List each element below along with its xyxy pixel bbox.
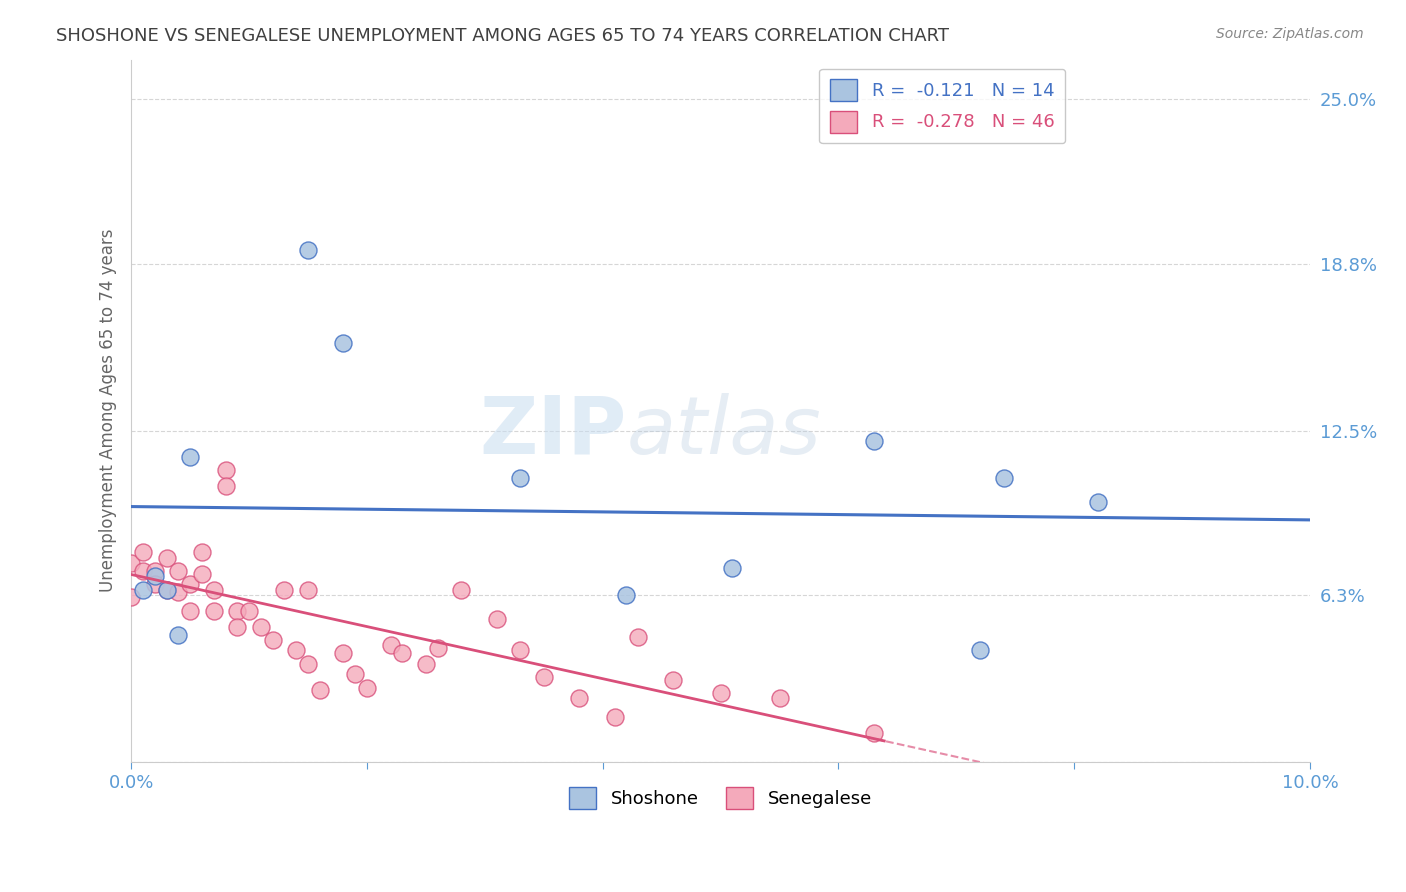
Point bbox=[415, 657, 437, 671]
Point bbox=[485, 612, 508, 626]
Point bbox=[120, 556, 142, 570]
Point bbox=[297, 244, 319, 258]
Y-axis label: Unemployment Among Ages 65 to 74 years: Unemployment Among Ages 65 to 74 years bbox=[100, 229, 117, 592]
Point bbox=[226, 620, 249, 634]
Point bbox=[155, 582, 177, 597]
Point bbox=[356, 681, 378, 695]
Point bbox=[143, 564, 166, 578]
Point bbox=[863, 725, 886, 739]
Point bbox=[344, 667, 367, 681]
Point bbox=[614, 588, 637, 602]
Point bbox=[202, 604, 225, 618]
Point bbox=[380, 638, 402, 652]
Text: Source: ZipAtlas.com: Source: ZipAtlas.com bbox=[1216, 27, 1364, 41]
Point bbox=[132, 545, 155, 559]
Point bbox=[191, 545, 214, 559]
Point bbox=[863, 434, 886, 449]
Point bbox=[391, 646, 413, 660]
Point bbox=[179, 450, 201, 464]
Point bbox=[132, 564, 155, 578]
Point bbox=[568, 691, 591, 706]
Point bbox=[120, 591, 142, 605]
Point bbox=[143, 569, 166, 583]
Point bbox=[509, 643, 531, 657]
Text: atlas: atlas bbox=[626, 392, 821, 471]
Point bbox=[238, 604, 260, 618]
Point bbox=[214, 479, 236, 493]
Point bbox=[214, 463, 236, 477]
Point bbox=[155, 582, 177, 597]
Point bbox=[450, 582, 472, 597]
Point bbox=[167, 564, 190, 578]
Point bbox=[262, 632, 284, 647]
Point bbox=[285, 643, 308, 657]
Point bbox=[179, 577, 201, 591]
Text: SHOSHONE VS SENEGALESE UNEMPLOYMENT AMONG AGES 65 TO 74 YEARS CORRELATION CHART: SHOSHONE VS SENEGALESE UNEMPLOYMENT AMON… bbox=[56, 27, 949, 45]
Point bbox=[721, 561, 744, 575]
Point bbox=[332, 336, 354, 351]
Point bbox=[191, 566, 214, 581]
Point bbox=[1087, 495, 1109, 509]
Point bbox=[426, 640, 449, 655]
Point bbox=[167, 627, 190, 641]
Point bbox=[533, 670, 555, 684]
Point bbox=[179, 604, 201, 618]
Legend: Shoshone, Senegalese: Shoshone, Senegalese bbox=[562, 780, 879, 816]
Point bbox=[627, 630, 650, 644]
Point bbox=[155, 550, 177, 565]
Point bbox=[250, 620, 273, 634]
Point bbox=[603, 710, 626, 724]
Point bbox=[710, 686, 733, 700]
Point bbox=[509, 471, 531, 485]
Point bbox=[969, 643, 991, 657]
Point bbox=[202, 582, 225, 597]
Text: ZIP: ZIP bbox=[479, 392, 626, 471]
Point bbox=[297, 582, 319, 597]
Point bbox=[993, 471, 1015, 485]
Point bbox=[143, 577, 166, 591]
Point bbox=[297, 657, 319, 671]
Point bbox=[768, 691, 790, 706]
Point bbox=[132, 582, 155, 597]
Point bbox=[167, 585, 190, 599]
Point bbox=[308, 683, 330, 698]
Point bbox=[662, 673, 685, 687]
Point bbox=[273, 582, 295, 597]
Point bbox=[226, 604, 249, 618]
Point bbox=[332, 646, 354, 660]
